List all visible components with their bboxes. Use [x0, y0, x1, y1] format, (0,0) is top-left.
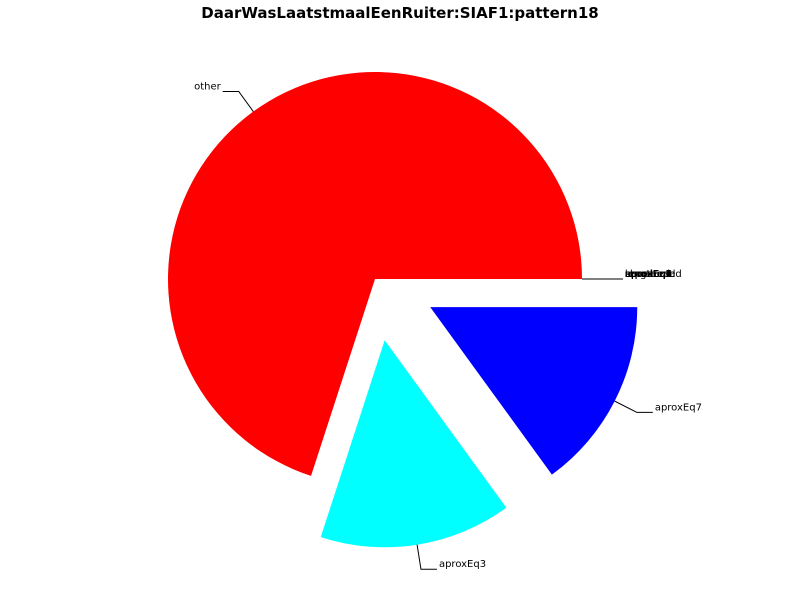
- slice-label-aproxeq7: aproxEq7: [655, 402, 702, 413]
- leader-line-other: [222, 90, 254, 112]
- slice-label-aproxeq2: aproxEq2: [625, 269, 672, 280]
- slices-layer: [168, 72, 638, 548]
- slice-label-aproxeq5: aproxEq5: [625, 269, 672, 280]
- labels-layer: other aproxEq3 aproxEq7 aproxEq1aproxEq2apr…: [194, 81, 702, 570]
- leader-line-aproxeq7: [614, 400, 653, 413]
- slice-label-equal: equal: [625, 269, 653, 280]
- leader-line-aproxeq3: [416, 544, 437, 570]
- slice-label-aproxeq6: aproxEq6: [625, 269, 672, 280]
- slice-label-lengthened: lengthened: [625, 269, 682, 280]
- slice-label-other: other: [194, 81, 222, 92]
- pie-slice-other: [168, 72, 582, 476]
- pie-slice-aproxeq3: [320, 340, 507, 548]
- slice-label-aproxeq4: aproxEq4: [625, 269, 672, 280]
- slice-label-shortened: shortened: [625, 269, 676, 280]
- chart-title: DaarWasLaatstmaalEenRuiter:SIAF1:pattern…: [201, 4, 598, 22]
- slice-label-repeated: repeated: [625, 269, 670, 280]
- slice-label-aproxeq1: aproxEq1: [625, 269, 672, 280]
- slice-label-aproxeq3: aproxEq3: [439, 559, 486, 570]
- pie-slice-aproxeq7: [430, 307, 638, 475]
